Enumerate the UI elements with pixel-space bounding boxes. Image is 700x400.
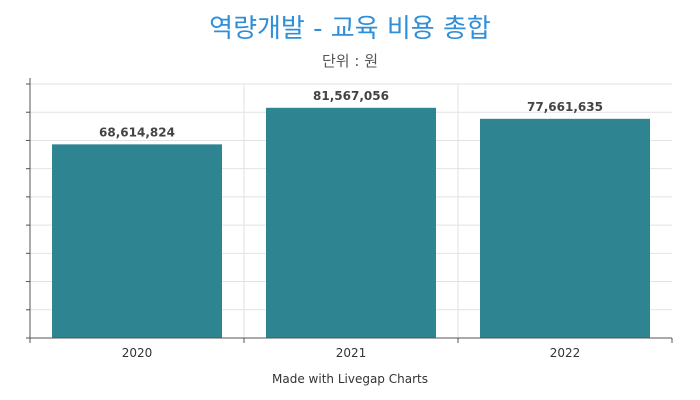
x-tick-label-2020: 2020	[122, 346, 153, 360]
chart-title: 역량개발 - 교육 비용 총합	[209, 14, 491, 44]
bar-2020	[52, 144, 222, 338]
bar-2021	[266, 107, 436, 338]
chart-subtitle: 단위 : 원	[322, 52, 378, 70]
data-label-2020: 68,614,824	[99, 125, 175, 139]
bar-2022	[480, 118, 650, 338]
chart-footer: Made with Livegap Charts	[272, 372, 428, 386]
data-label-2021: 81,567,056	[313, 89, 389, 103]
data-label-2022: 77,661,635	[527, 100, 603, 114]
x-tick-label-2022: 2022	[550, 346, 581, 360]
x-tick-label-2021: 2021	[336, 346, 367, 360]
